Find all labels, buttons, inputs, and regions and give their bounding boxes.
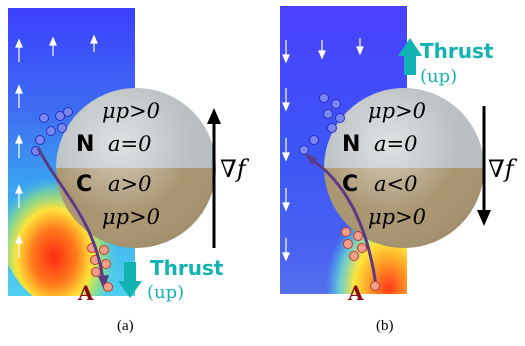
thrust-label: Thrust bbox=[150, 256, 224, 280]
thrust-sub: (up) bbox=[147, 282, 184, 303]
particles-red bbox=[341, 227, 367, 261]
cap-c-activity: a<0 bbox=[374, 172, 417, 196]
particle bbox=[35, 135, 45, 145]
flow-arrow bbox=[15, 234, 23, 258]
particle bbox=[101, 259, 111, 269]
gradient-arrow-down bbox=[477, 106, 491, 226]
flow-arrow bbox=[15, 134, 23, 158]
cap-n-mobility: μp>0 bbox=[368, 99, 426, 123]
panel-b: A μp>0 N a=0 C a<0 μp>0 ∇f Thrust (up) (… bbox=[262, 0, 525, 346]
cap-n-letter: N bbox=[342, 132, 360, 157]
particle bbox=[349, 251, 359, 261]
gradient-label: ∇f bbox=[220, 155, 250, 183]
trajectory bbox=[36, 147, 109, 290]
janus-sphere bbox=[324, 88, 484, 248]
particle bbox=[319, 93, 329, 103]
flow-arrow bbox=[15, 184, 23, 208]
gradient-arrow-up bbox=[207, 108, 221, 248]
particle bbox=[63, 107, 73, 117]
flow-arrow bbox=[282, 188, 290, 212]
particle bbox=[55, 111, 65, 121]
particle bbox=[309, 135, 319, 145]
cap-c-activity: a>0 bbox=[108, 172, 151, 196]
flow-arrow bbox=[90, 34, 98, 52]
flow-arrow bbox=[282, 40, 290, 64]
particle bbox=[299, 145, 309, 155]
particle bbox=[327, 123, 337, 133]
point-a-marker bbox=[370, 281, 380, 291]
particle bbox=[353, 231, 363, 241]
particle bbox=[357, 243, 367, 253]
particle bbox=[91, 267, 101, 277]
cap-n-activity: a=0 bbox=[374, 132, 417, 156]
cap-c-letter: C bbox=[76, 172, 92, 197]
cap-c-mobility: μp>0 bbox=[368, 205, 426, 229]
point-a-marker bbox=[103, 282, 113, 292]
point-a-label: A bbox=[77, 281, 94, 305]
particle bbox=[341, 227, 351, 237]
cap-c-letter: C bbox=[342, 172, 358, 197]
particle bbox=[39, 113, 49, 123]
particle bbox=[331, 99, 341, 109]
point-a-label: A bbox=[347, 281, 364, 305]
trajectory bbox=[304, 153, 378, 287]
flow-arrows bbox=[15, 34, 98, 258]
particle bbox=[335, 113, 345, 123]
thrust-sub: (up) bbox=[420, 66, 457, 87]
cap-n-letter: N bbox=[76, 132, 94, 157]
particle bbox=[99, 245, 109, 255]
thrust-arrow-down bbox=[118, 262, 142, 298]
flow-arrow bbox=[282, 138, 290, 162]
particle bbox=[46, 126, 56, 136]
thrust-arrow-up bbox=[398, 38, 422, 75]
thrust-label: Thrust bbox=[420, 39, 494, 63]
flow-arrow bbox=[282, 88, 290, 112]
panel-a: A μp>0 N a=0 C a>0 μp>0 ∇f Thrust (up) (… bbox=[0, 0, 262, 346]
flow-arrow bbox=[282, 238, 290, 262]
flow-arrow bbox=[356, 38, 364, 56]
particle bbox=[323, 109, 333, 119]
flow-arrow bbox=[15, 84, 23, 108]
gradient-label: ∇f bbox=[488, 155, 518, 183]
particle bbox=[343, 239, 353, 249]
cap-n-activity: a=0 bbox=[108, 132, 151, 156]
cap-n-mobility: μp>0 bbox=[102, 99, 160, 123]
janus-sphere bbox=[56, 88, 216, 248]
caption-b: (b) bbox=[376, 318, 394, 334]
flow-arrow bbox=[15, 38, 23, 62]
particles-blue bbox=[299, 93, 345, 155]
caption-a: (a) bbox=[117, 318, 134, 334]
flow-arrow bbox=[318, 40, 326, 60]
particles-red bbox=[87, 243, 111, 277]
flow-arrows bbox=[282, 38, 364, 262]
particle bbox=[57, 123, 67, 133]
flow-arrow bbox=[49, 36, 57, 56]
cap-c-mobility: μp>0 bbox=[102, 205, 160, 229]
